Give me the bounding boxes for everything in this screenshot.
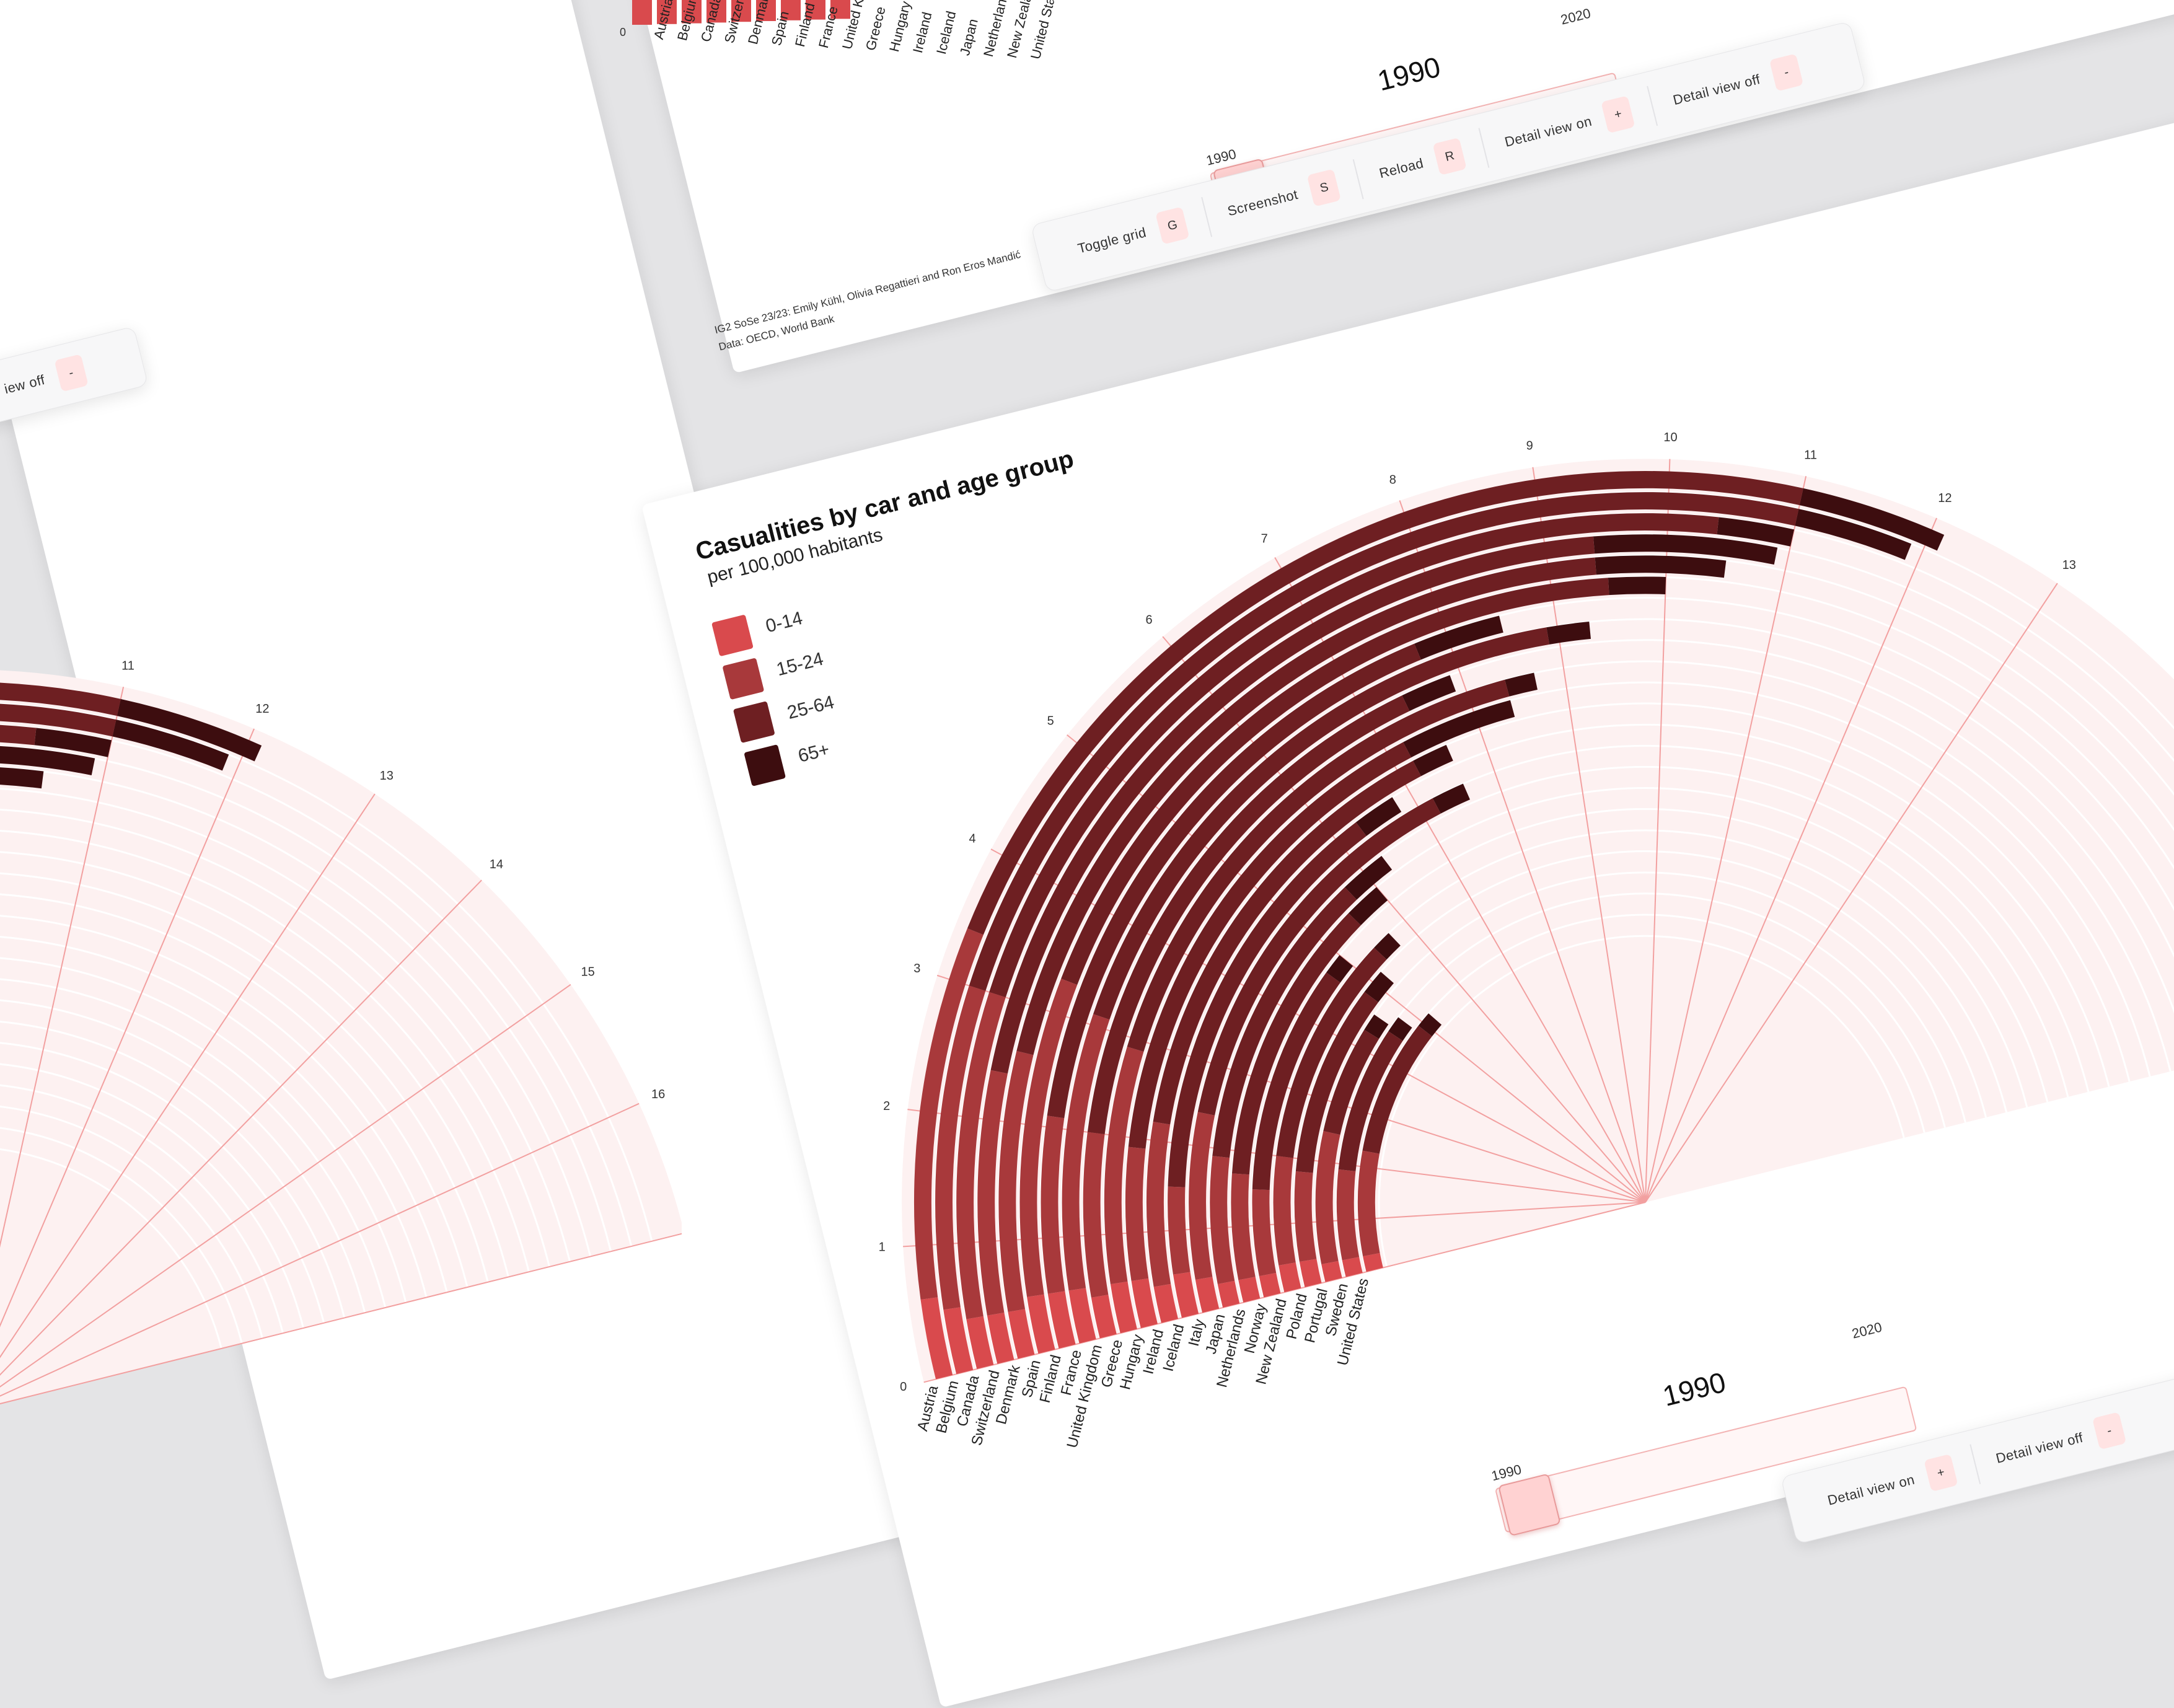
screenshot-label: Screenshot bbox=[1226, 186, 1300, 219]
left-tick-label-16: 16 bbox=[651, 1088, 665, 1101]
left-grid-ring bbox=[0, 914, 448, 1293]
left-grid-ring bbox=[0, 935, 428, 1298]
toggle-grid-label: Toggle grid bbox=[1076, 224, 1148, 257]
top-bar-austria bbox=[632, 0, 652, 25]
left-grid-background bbox=[0, 669, 682, 1538]
left-gridline-14 bbox=[0, 879, 482, 1376]
left-grid-ring bbox=[0, 1148, 222, 1349]
top-panel-bars bbox=[632, 0, 850, 25]
legend-item-65plus: 65+ bbox=[744, 733, 833, 786]
detail-off-label: Detail view off bbox=[1671, 71, 1762, 108]
left-detail-off-key[interactable]: - bbox=[54, 354, 89, 392]
top-country-label-france: France bbox=[816, 4, 841, 50]
main-detail-on-label: Detail view on bbox=[1826, 1471, 1917, 1508]
left-tick-label-12: 12 bbox=[255, 702, 269, 716]
top-country-label-finland: Finland bbox=[792, 1, 818, 49]
left-grid-ring bbox=[0, 1020, 346, 1318]
top-bar-finland bbox=[781, 0, 801, 20]
top-slider-max: 2020 bbox=[1559, 5, 1593, 28]
left-tick-label-13: 13 bbox=[380, 769, 394, 783]
top-bar-switzerland bbox=[706, 0, 726, 23]
left-grid-ring bbox=[0, 1063, 304, 1329]
top-country-label-austria: Austria bbox=[651, 0, 676, 42]
legend-swatch-25-64 bbox=[733, 701, 775, 744]
top-country-label-belgium: Belgium bbox=[674, 0, 702, 43]
top-country-label-united-states: United States bbox=[1028, 0, 1063, 61]
left-gridline-12 bbox=[0, 728, 255, 1327]
top-slider-year: 1990 bbox=[1374, 50, 1444, 97]
left-grid-ring bbox=[0, 957, 407, 1303]
left-detail-off-label: iew off bbox=[2, 371, 47, 397]
main-slider-max: 2020 bbox=[1850, 1319, 1884, 1342]
left-grid-ring bbox=[0, 851, 509, 1277]
left-grid-ring bbox=[0, 999, 366, 1313]
left-grid-ring bbox=[0, 873, 489, 1283]
main-detail-on-key[interactable]: + bbox=[1924, 1453, 1958, 1492]
left-grid-ring bbox=[0, 978, 387, 1308]
top-bar-denmark bbox=[731, 0, 751, 22]
legend-swatch-0-14 bbox=[711, 614, 754, 657]
left-bar-canada-65+ bbox=[34, 728, 112, 757]
legend-label-25-64: 25-64 bbox=[785, 692, 837, 724]
main-detail-off-label: Detail view off bbox=[1994, 1429, 2085, 1466]
left-bar-denmark-65+ bbox=[0, 767, 44, 789]
top-country-labels: Austria Belgium Canada Switzerland Denmark Sp… bbox=[651, 0, 1208, 112]
detail-on-key[interactable]: + bbox=[1601, 95, 1635, 134]
top-bar-spain bbox=[756, 0, 776, 21]
left-tick-label-14: 14 bbox=[490, 858, 503, 871]
left-bar-switzerland-65+ bbox=[0, 746, 95, 775]
left-gridline-13 bbox=[0, 793, 376, 1358]
left-grid-ring bbox=[0, 830, 530, 1272]
top-axis-zero: 0 bbox=[620, 26, 627, 38]
top-country-label-canada: Canada bbox=[698, 0, 724, 44]
left-gridline-11 bbox=[0, 687, 125, 1248]
top-country-label-hungary: Hungary bbox=[886, 0, 914, 54]
left-gridline-15 bbox=[0, 984, 571, 1388]
top-bar-belgium bbox=[657, 0, 677, 24]
top-country-label-japan: Japan bbox=[957, 17, 981, 58]
reload-key[interactable]: R bbox=[1432, 137, 1467, 175]
left-panel-chart: 11121314151617 bbox=[0, 659, 682, 1538]
top-country-label-greece: Greece bbox=[863, 4, 889, 53]
toggle-grid-key[interactable]: G bbox=[1155, 206, 1190, 245]
top-country-label-spain: Spain bbox=[768, 9, 792, 48]
reload-label: Reload bbox=[1377, 155, 1425, 182]
main-detail-off-key[interactable]: - bbox=[2092, 1412, 2127, 1450]
top-country-label-ireland: Ireland bbox=[910, 10, 935, 55]
left-tick-label-11: 11 bbox=[121, 659, 134, 672]
left-gridline-16 bbox=[0, 1103, 640, 1397]
legend-swatch-15-24 bbox=[722, 658, 765, 700]
top-bar-france bbox=[806, 0, 825, 20]
top-country-label-iceland: Iceland bbox=[933, 9, 959, 56]
left-bar-belgium-65+ bbox=[112, 720, 229, 771]
top-bar-canada bbox=[682, 0, 702, 24]
left-bar-austria-65+ bbox=[117, 698, 262, 762]
screenshot-key[interactable]: S bbox=[1307, 169, 1342, 207]
left-grid-ring bbox=[0, 1084, 284, 1334]
detail-off-key[interactable]: - bbox=[1769, 53, 1804, 92]
legend-label-65plus: 65+ bbox=[796, 739, 832, 767]
main-slider-year: 1990 bbox=[1659, 1365, 1729, 1412]
detail-on-label: Detail view on bbox=[1503, 113, 1594, 150]
top-bar-united-kingdom bbox=[830, 0, 850, 19]
left-tick-label-15: 15 bbox=[581, 965, 595, 979]
legend-label-15-24: 15-24 bbox=[774, 648, 826, 680]
legend-label-0-14: 0-14 bbox=[764, 607, 805, 637]
legend-swatch-65plus bbox=[744, 744, 786, 786]
left-grid-ring bbox=[0, 1106, 263, 1339]
left-gridline-17 bbox=[0, 1233, 682, 1405]
